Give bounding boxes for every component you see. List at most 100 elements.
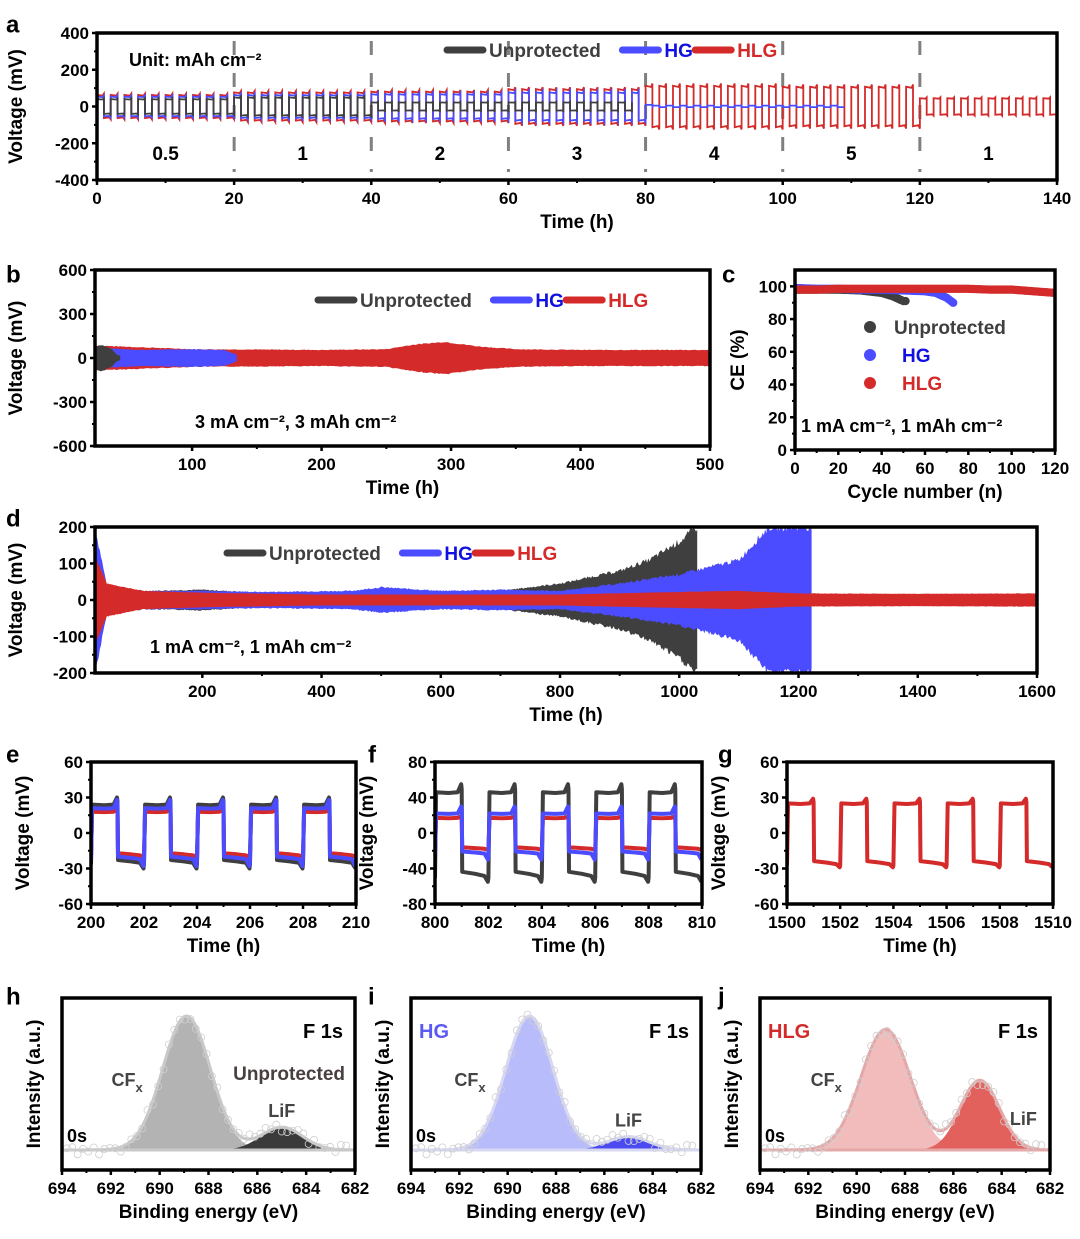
x-tick-label: 800 [421, 913, 449, 932]
x-tick-label: 300 [437, 455, 465, 474]
y-tick-label: 300 [59, 305, 87, 324]
peak-label-lif: LiF [615, 1111, 642, 1131]
plot-frame-b [93, 268, 712, 448]
series-line-hg [91, 797, 356, 869]
x-tick-label: 810 [688, 913, 716, 932]
x-axis-label: Cycle number (n) [847, 482, 1002, 503]
depth-label: 0s [416, 1126, 436, 1146]
y-tick-label: 30 [64, 789, 83, 808]
raw-data-point [433, 1147, 442, 1156]
peak-fill-cf [62, 1016, 355, 1150]
segment-label: 0.5 [152, 144, 179, 165]
x-tick-label: 100 [997, 459, 1025, 478]
raw-data-point [824, 1136, 833, 1145]
raw-data-point [175, 1015, 184, 1024]
raw-data-point [272, 1120, 281, 1129]
raw-data-point [518, 1015, 527, 1024]
raw-data-point [1032, 1140, 1040, 1149]
x-tick-label: 1000 [660, 682, 698, 701]
raw-data-point [68, 1143, 77, 1152]
x-axis-label: Time (h) [366, 478, 440, 499]
raw-data-point [218, 1105, 227, 1114]
annotation-unit: Unit: mAh cm⁻² [129, 50, 262, 70]
raw-data-point [952, 1108, 961, 1117]
core-level-label: F 1s [649, 1021, 689, 1043]
x-tick-label: 1504 [874, 913, 912, 932]
y-tick-label: -600 [53, 437, 87, 456]
y-tick-label: -80 [402, 895, 427, 914]
x-tick-label: 100 [769, 189, 797, 208]
x-tick-label: 100 [178, 455, 206, 474]
y-tick-label: 80 [408, 753, 427, 772]
x-tick-label: 200 [307, 455, 335, 474]
raw-data-point [792, 1150, 801, 1159]
y-tick-label: -60 [58, 895, 83, 914]
peak-label-lif: LiF [1010, 1109, 1037, 1129]
raw-data-point [915, 1099, 923, 1108]
x-tick-label: 1200 [780, 682, 818, 701]
raw-data-point [100, 1145, 109, 1153]
y-axis-label: CE (%) [728, 329, 749, 390]
x-tick-label: 1508 [981, 913, 1019, 932]
raw-data-point [947, 1118, 955, 1127]
x-tick-label: 684 [638, 1179, 667, 1198]
raw-data-point [304, 1140, 313, 1148]
raw-data-point [234, 1129, 243, 1137]
raw-data-point [293, 1126, 302, 1134]
y-tick-label: -400 [55, 171, 89, 190]
raw-data-point [920, 1109, 929, 1118]
x-tick-label: 688 [194, 1179, 222, 1198]
x-axis-label: Time (h) [883, 936, 957, 957]
legend-label-hg: HG [535, 291, 564, 312]
x-axis-label: Time (h) [532, 936, 606, 957]
raw-data-point [861, 1055, 870, 1064]
raw-data-point [496, 1085, 505, 1094]
x-tick-label: 200 [188, 682, 216, 701]
peak-fill-cf [760, 1029, 1050, 1150]
x-tick-label: 80 [636, 189, 655, 208]
panel-label-c: c [722, 261, 735, 288]
raw-data-point [544, 1048, 553, 1057]
x-tick-label: 690 [842, 1179, 870, 1198]
x-tick-label: 694 [746, 1179, 775, 1198]
x-tick-label: 600 [427, 682, 455, 701]
raw-data-point [459, 1143, 468, 1151]
raw-data-point [331, 1148, 340, 1156]
x-tick-label: 40 [872, 459, 891, 478]
raw-data-point [677, 1148, 686, 1157]
plot-frame-c [793, 268, 1057, 452]
y-tick-label: 0 [74, 824, 83, 843]
raw-data-point [608, 1131, 617, 1139]
x-tick-label: 684 [292, 1179, 321, 1198]
raw-data-point [883, 1026, 892, 1035]
raw-data-point [656, 1138, 665, 1147]
peak-fill-lif [760, 1080, 1050, 1150]
plot-frame-e [89, 760, 358, 906]
y-tick-label: 60 [760, 753, 779, 772]
raw-data-point [143, 1106, 152, 1115]
y-tick-label: 30 [760, 789, 779, 808]
raw-data-point [931, 1122, 939, 1131]
panel-i: i 694 692 690 688 686 684 682 Binding energy (eV… [368, 983, 715, 1223]
raw-data-point [909, 1078, 918, 1087]
raw-data-point [1016, 1138, 1024, 1147]
plot-frame-g [785, 760, 1055, 906]
x-tick-label: 20 [829, 459, 848, 478]
x-tick-label: 20 [225, 189, 244, 208]
x-tick-label: 80 [959, 459, 978, 478]
plot-area-c [795, 283, 1055, 307]
raw-data-point [683, 1141, 691, 1149]
raw-data-point [528, 1016, 537, 1025]
raw-data-point [888, 1032, 897, 1041]
x-tick-label: 808 [634, 913, 662, 932]
raw-data-point [132, 1132, 141, 1141]
x-tick-label: 60 [916, 459, 935, 478]
x-tick-label: 1500 [768, 913, 806, 932]
raw-data-point [613, 1133, 622, 1142]
x-tick-label: 688 [891, 1179, 919, 1198]
raw-data-point [256, 1129, 265, 1138]
y-axis-label: Voltage (mV) [6, 49, 27, 164]
plot-frame-a [95, 31, 1059, 182]
plot-area-e [91, 795, 356, 871]
raw-data-point [283, 1128, 292, 1136]
